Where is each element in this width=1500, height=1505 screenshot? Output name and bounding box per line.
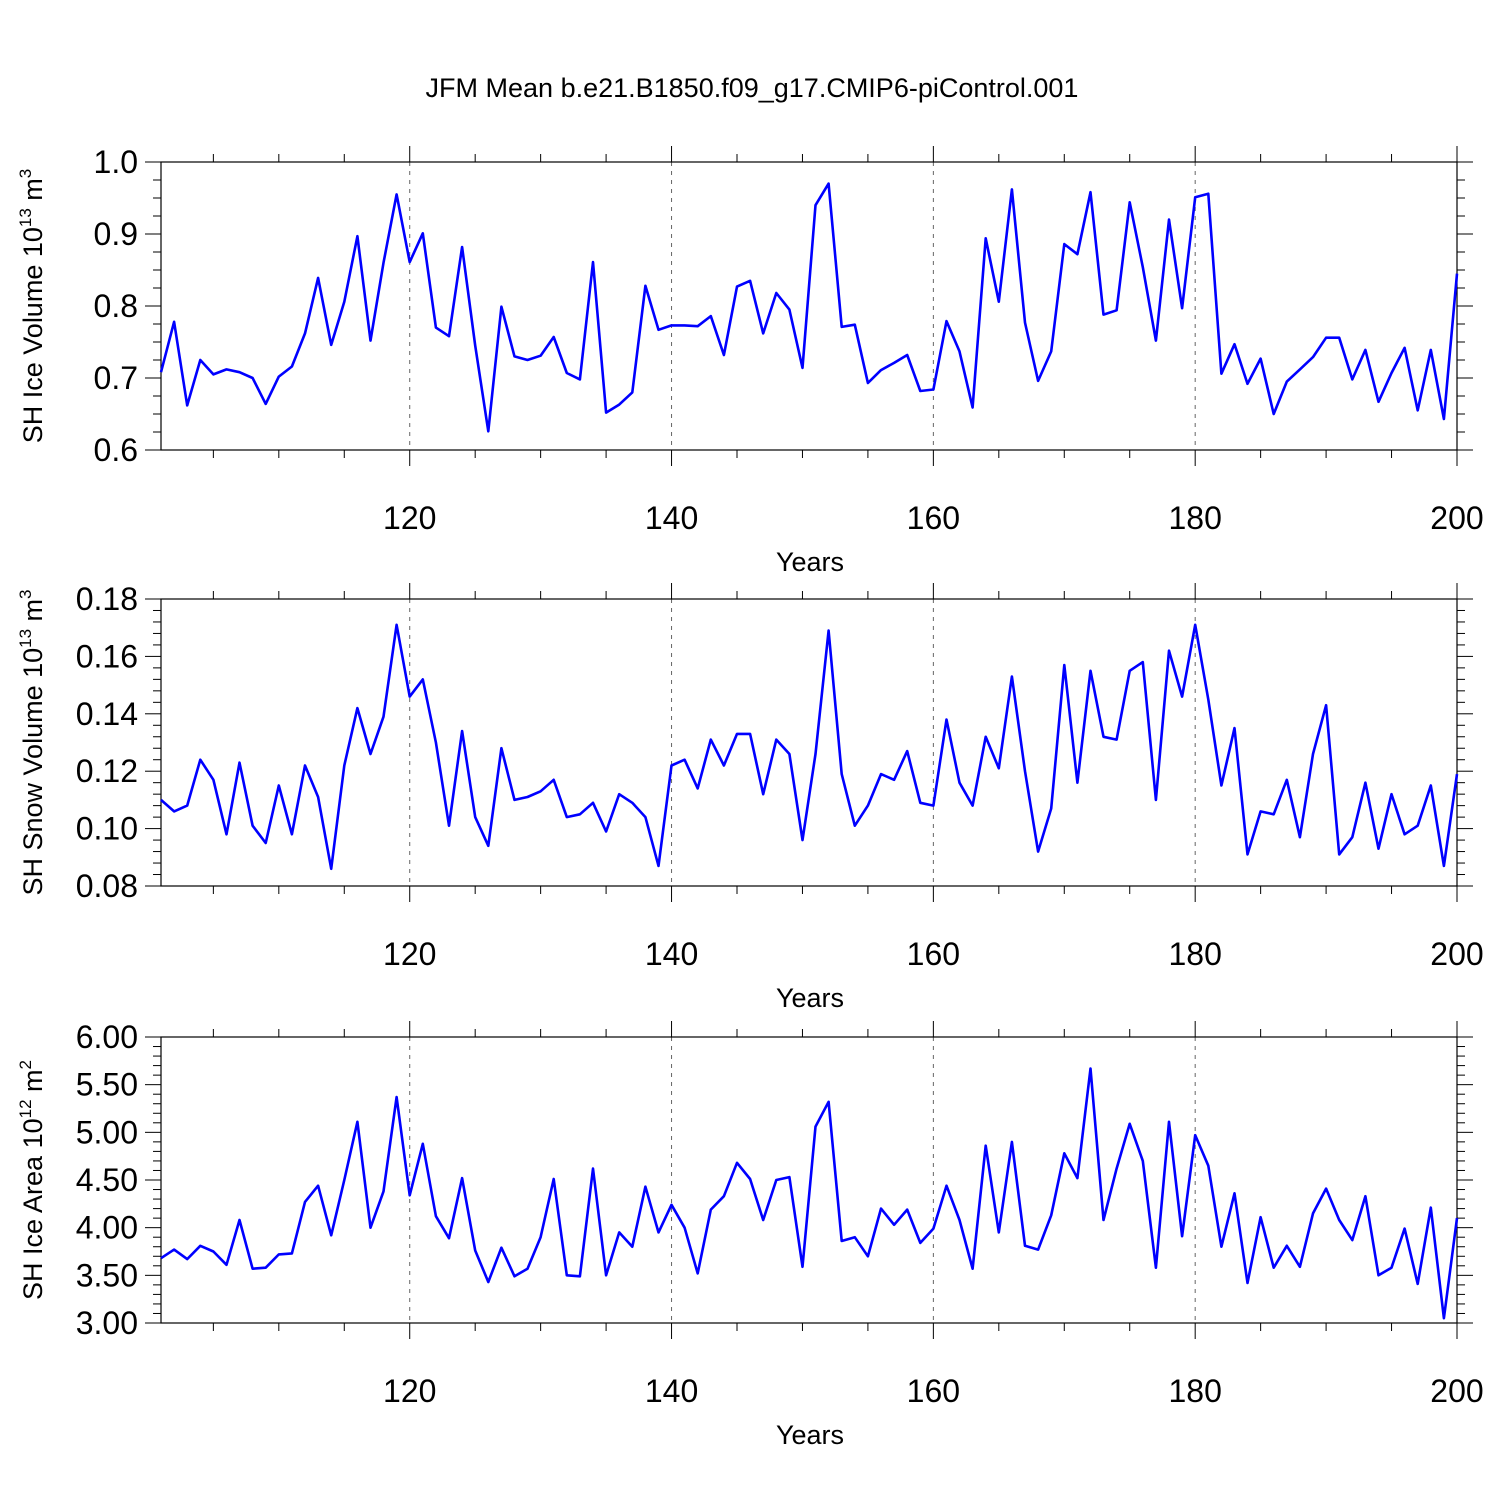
y-axis-label: SH Snow Volume 1013 m3 xyxy=(16,589,48,895)
x-tick-label: 140 xyxy=(645,500,698,536)
x-tick-label: 180 xyxy=(1168,1373,1221,1409)
y-tick-label: 4.50 xyxy=(76,1162,138,1198)
y-axis-label-unit-exponent: 3 xyxy=(16,169,35,178)
x-axis-label: Years xyxy=(776,547,844,577)
y-tick-label: 0.16 xyxy=(76,638,138,674)
series-line xyxy=(159,182,1459,433)
x-tick-label: 160 xyxy=(907,936,960,972)
x-tick-label: 140 xyxy=(645,1373,698,1409)
panel-1: 0.6 0.7 0.8 0.9 1.0 120 140 160 180 200 Years SH Ic… xyxy=(16,144,1484,577)
x-tick-label: 180 xyxy=(1168,936,1221,972)
x-tick-label: 200 xyxy=(1430,1373,1483,1409)
x-tick-label: 120 xyxy=(383,936,436,972)
y-tick-label: 0.6 xyxy=(94,432,138,468)
y-axis-label-text: SH Ice Area 10 xyxy=(18,1118,48,1300)
y-tick-label: 0.08 xyxy=(76,868,138,904)
x-axis-label: Years xyxy=(776,983,844,1013)
x-tick-label: 160 xyxy=(907,1373,960,1409)
y-tick-label: 0.9 xyxy=(94,216,138,252)
y-tick-label: 6.00 xyxy=(76,1019,138,1055)
y-axis-label-exponent: 13 xyxy=(16,208,35,227)
plot-frame xyxy=(160,598,1458,887)
x-axis-label: Years xyxy=(776,1420,844,1450)
y-tick-label: 3.50 xyxy=(76,1257,138,1293)
y-axis-label: SH Ice Area 1012 m2 xyxy=(16,1060,48,1300)
y-axis-label-unit: m xyxy=(18,178,48,208)
y-axis-label-exponent: 12 xyxy=(16,1099,35,1118)
panel-2: 0.08 0.10 0.12 0.14 0.16 0.18 120 140 160 180 200 Y… xyxy=(16,581,1484,1013)
y-tick-label: 5.50 xyxy=(76,1067,138,1103)
y-axis-label-unit: m xyxy=(18,1069,48,1099)
chart-title: JFM Mean b.e21.B1850.f09_g17.CMIP6-piCon… xyxy=(426,73,1079,103)
x-tick-label: 200 xyxy=(1430,936,1483,972)
x-tick-label: 120 xyxy=(383,1373,436,1409)
series-line xyxy=(160,1067,1459,1320)
y-tick-label: 4.00 xyxy=(76,1210,138,1246)
y-axis-label-exponent: 13 xyxy=(16,629,35,648)
y-tick-label: 3.00 xyxy=(76,1305,138,1341)
panel-3: 3.00 3.50 4.00 4.50 5.00 5.50 6.00 120 140 160 180… xyxy=(16,1019,1484,1450)
y-axis-label-text: SH Snow Volume 10 xyxy=(18,648,48,896)
y-tick-label: 0.8 xyxy=(94,288,138,324)
plot-frame xyxy=(160,1036,1458,1324)
x-tick-label: 200 xyxy=(1430,500,1483,536)
y-tick-label: 0.10 xyxy=(76,811,138,847)
y-axis-label-text: SH Ice Volume 10 xyxy=(18,227,48,443)
y-axis-label-unit: m xyxy=(18,599,48,629)
y-tick-label: 0.14 xyxy=(76,696,138,732)
y-tick-label: 1.0 xyxy=(94,144,138,180)
y-tick-label: 0.12 xyxy=(76,753,138,789)
series-line xyxy=(160,623,1459,871)
y-axis-label-unit-exponent: 2 xyxy=(16,1060,35,1069)
x-tick-label: 120 xyxy=(383,500,436,536)
x-tick-label: 180 xyxy=(1168,500,1221,536)
x-tick-label: 140 xyxy=(645,936,698,972)
plot-frame xyxy=(160,161,1458,451)
x-tick-label: 160 xyxy=(907,500,960,536)
y-tick-label: 5.00 xyxy=(76,1114,138,1150)
y-tick-label: 0.7 xyxy=(94,360,138,396)
y-axis-label-unit-exponent: 3 xyxy=(16,589,35,598)
y-tick-label: 0.18 xyxy=(76,581,138,617)
y-axis-label: SH Ice Volume 1013 m3 xyxy=(16,169,48,444)
